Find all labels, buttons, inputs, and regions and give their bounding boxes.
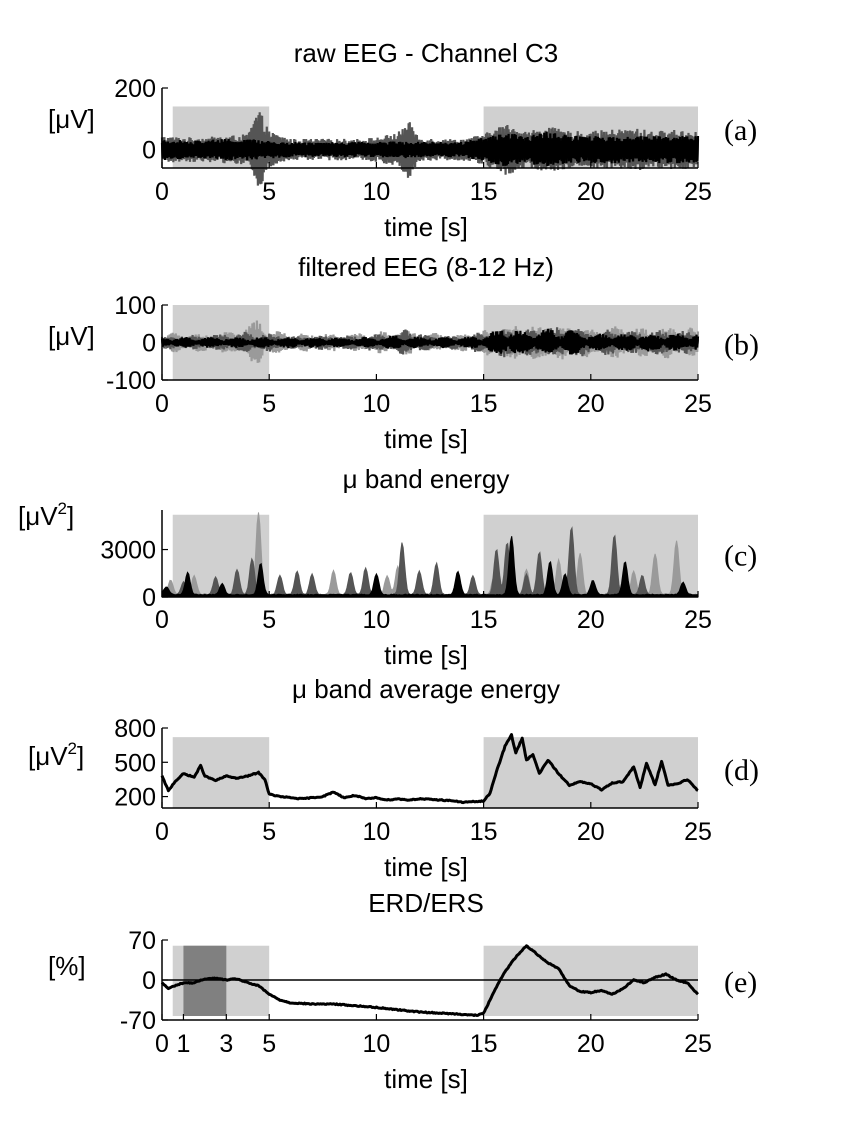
series-1 bbox=[160, 112, 700, 186]
x-tick-label: 25 bbox=[684, 606, 712, 634]
y-tick-label: 0 bbox=[142, 137, 156, 165]
y-tick-label: 3000 bbox=[100, 537, 156, 565]
chart-title: μ band average energy bbox=[292, 674, 560, 704]
x-tick-label: 20 bbox=[577, 178, 605, 206]
chart-title: filtered EEG (8-12 Hz) bbox=[298, 252, 554, 282]
series-1 bbox=[160, 733, 699, 805]
series-2 bbox=[161, 526, 699, 598]
y-tick-label: 0 bbox=[142, 967, 156, 995]
x-tick-label: 10 bbox=[362, 1030, 390, 1058]
x-tick-label: 5 bbox=[262, 178, 276, 206]
x-axis-label: time [s] bbox=[384, 852, 468, 882]
y-axis-label: [%] bbox=[48, 951, 86, 981]
chart-title: ERD/ERS bbox=[368, 888, 484, 918]
y-axis-label: [μV2] bbox=[28, 739, 84, 771]
x-tick-label: 10 bbox=[362, 818, 390, 846]
x-tick-label: 25 bbox=[684, 178, 712, 206]
shaded-interval-2 bbox=[483, 514, 698, 597]
x-tick-label: 15 bbox=[470, 390, 498, 418]
shaded-interval-2 bbox=[483, 945, 698, 1016]
x-axis-label: time [s] bbox=[384, 424, 468, 454]
y-tick-label: 100 bbox=[114, 292, 156, 320]
y-tick-label: 800 bbox=[114, 715, 156, 743]
x-axis-label: time [s] bbox=[384, 212, 468, 242]
y-tick-label: 200 bbox=[114, 75, 156, 103]
panel-d: 0 5 10 15 20 25 200 500 800 μ band average energy… bbox=[28, 674, 759, 882]
x-tick-label: 0 bbox=[155, 606, 169, 634]
x-tick-label: 10 bbox=[362, 178, 390, 206]
x-tick-label: 20 bbox=[577, 606, 605, 634]
x-tick-label: 1 bbox=[176, 1030, 190, 1058]
panel-c: 0 5 10 15 20 25 0 3000 μ band energy time [s] [μV2… bbox=[18, 464, 757, 670]
y-tick-label: 200 bbox=[114, 784, 156, 812]
panel-label: (c) bbox=[724, 540, 757, 573]
series-3 bbox=[160, 328, 700, 355]
chart-title: μ band energy bbox=[343, 464, 510, 494]
x-tick-label: 5 bbox=[262, 1030, 276, 1058]
reference-interval bbox=[183, 945, 227, 1016]
panel-label: (a) bbox=[724, 114, 757, 147]
y-tick-label: 0 bbox=[142, 330, 156, 358]
x-tick-label: 0 bbox=[155, 818, 169, 846]
y-tick-label: 0 bbox=[142, 584, 156, 612]
series-1 bbox=[160, 944, 700, 1017]
y-tick-label: 500 bbox=[114, 749, 156, 777]
y-tick-label: -70 bbox=[120, 1007, 156, 1035]
x-tick-label: 0 bbox=[155, 178, 169, 206]
x-tick-label: 15 bbox=[470, 178, 498, 206]
chart-title: raw EEG - Channel C3 bbox=[294, 38, 558, 68]
x-tick-label: 15 bbox=[470, 1030, 498, 1058]
y-tick-label: 70 bbox=[128, 927, 156, 955]
y-axis-label: [μV] bbox=[48, 104, 95, 134]
shaded-interval-2 bbox=[483, 737, 698, 808]
panel-label: (d) bbox=[724, 754, 759, 787]
y-axis-label: [μV] bbox=[48, 321, 95, 351]
x-tick-label: 15 bbox=[470, 818, 498, 846]
x-tick-label: 25 bbox=[684, 1030, 712, 1058]
y-tick-label: -100 bbox=[106, 367, 156, 395]
panel-label: (b) bbox=[724, 329, 759, 362]
x-tick-label: 25 bbox=[684, 390, 712, 418]
panel-label: (e) bbox=[724, 966, 757, 999]
x-tick-label: 15 bbox=[470, 606, 498, 634]
x-axis-label: time [s] bbox=[384, 640, 468, 670]
x-tick-label: 5 bbox=[262, 606, 276, 634]
x-tick-label: 25 bbox=[684, 818, 712, 846]
y-axis-label: [μV2] bbox=[18, 499, 74, 531]
x-tick-label: 20 bbox=[577, 390, 605, 418]
x-tick-label: 20 bbox=[577, 1030, 605, 1058]
x-axis-label: time [s] bbox=[384, 1064, 468, 1094]
panel-a: 0 5 10 15 20 25 0 200 raw EEG - Channel C3 time [… bbox=[48, 38, 757, 242]
x-tick-label: 20 bbox=[577, 818, 605, 846]
x-tick-label: 0 bbox=[155, 1030, 169, 1058]
x-tick-label: 5 bbox=[262, 818, 276, 846]
x-tick-label: 0 bbox=[155, 390, 169, 418]
x-tick-label: 5 bbox=[262, 390, 276, 418]
x-tick-label: 10 bbox=[362, 606, 390, 634]
series-3 bbox=[161, 536, 699, 598]
series-2 bbox=[160, 131, 700, 167]
x-tick-label: 3 bbox=[219, 1030, 233, 1058]
x-tick-label: 10 bbox=[362, 390, 390, 418]
